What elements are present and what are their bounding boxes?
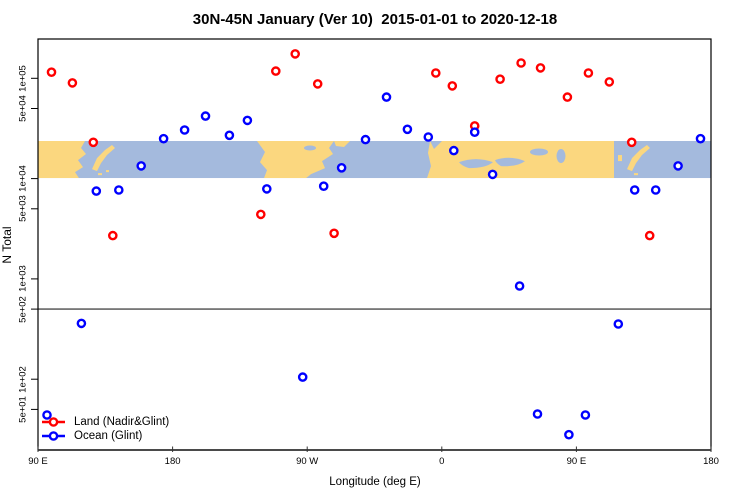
- data-point-ocean: [695, 133, 706, 144]
- world-map-band: [38, 141, 711, 179]
- data-point-ocean: [224, 130, 235, 141]
- data-point-ocean: [532, 409, 543, 419]
- data-point-ocean: [650, 185, 661, 195]
- legend-label-land: Land (Nadir&Glint): [74, 416, 170, 428]
- data-point-land: [626, 137, 637, 148]
- data-point-ocean: [673, 161, 683, 171]
- map-land-newfoundland: [334, 141, 350, 148]
- chart-title: 30N-45N January (Ver 10) 2015-01-01 to 2…: [192, 11, 558, 28]
- data-point-ocean: [136, 161, 146, 171]
- legend-land-marker: [48, 417, 59, 427]
- data-point-ocean: [91, 186, 102, 196]
- y-tick-label: 5e+03: [17, 195, 29, 223]
- map-land-japan-1: [92, 145, 115, 172]
- data-point-land: [583, 68, 594, 78]
- data-point-land: [535, 63, 546, 73]
- map-korea: [618, 155, 622, 162]
- data-point-land: [88, 137, 99, 148]
- x-axis-title: Longitude (deg E): [329, 476, 421, 488]
- data-point-ocean: [261, 184, 272, 194]
- data-point-land: [329, 228, 339, 239]
- data-point-ocean: [179, 125, 190, 135]
- data-point-ocean: [423, 132, 434, 142]
- y-tick-label: 5e+04: [17, 95, 29, 122]
- data-point-land: [270, 66, 281, 76]
- data-point-ocean: [448, 145, 459, 156]
- data-point-ocean: [336, 162, 347, 173]
- map-great-lakes: [304, 145, 316, 151]
- data-point-ocean: [242, 115, 253, 126]
- map-caspian-sea: [556, 149, 566, 164]
- data-point-land: [67, 78, 78, 88]
- x-tick-label: 180: [164, 456, 181, 467]
- data-point-ocean: [42, 410, 52, 420]
- data-point-land: [644, 230, 655, 241]
- map-island: [106, 170, 109, 173]
- data-point-ocean: [200, 111, 211, 121]
- data-point-land: [604, 77, 615, 87]
- data-point-ocean: [580, 410, 591, 420]
- data-point-ocean: [613, 319, 624, 329]
- data-point-land: [46, 67, 57, 77]
- data-point-ocean: [158, 133, 169, 144]
- map-land-japan-2: [627, 145, 650, 172]
- data-point-ocean: [629, 185, 640, 195]
- data-point-ocean: [297, 372, 308, 382]
- data-point-ocean: [318, 181, 329, 191]
- map-land-asia-west: [38, 141, 86, 179]
- y-tick-label: 5e+02: [17, 295, 29, 323]
- data-point-land: [312, 79, 323, 89]
- map-land-northamerica: [257, 141, 334, 179]
- data-point-ocean: [76, 318, 87, 329]
- data-point-ocean: [487, 169, 498, 180]
- map-black-sea: [530, 148, 548, 156]
- map-island: [634, 173, 638, 176]
- map-mediterranean-west: [459, 159, 493, 169]
- x-tick-label: 180: [703, 456, 719, 467]
- data-point-land: [255, 209, 266, 220]
- data-point-ocean: [514, 281, 525, 291]
- data-point-land: [108, 230, 118, 241]
- data-point-ocean: [114, 185, 124, 195]
- map-island: [98, 173, 102, 176]
- x-tick-label: 90 E: [566, 456, 587, 467]
- data-point-ocean: [469, 127, 480, 137]
- data-point-land: [290, 49, 301, 59]
- data-point-land: [430, 68, 441, 78]
- data-point-land: [447, 81, 458, 91]
- data-point-land: [562, 92, 573, 102]
- data-point-ocean: [360, 134, 371, 145]
- y-tick-label: 5e+01: [17, 396, 29, 423]
- data-point-ocean: [402, 124, 413, 135]
- x-tick-label: 90 W: [296, 456, 319, 467]
- legend-label-ocean: Ocean (Glint): [74, 430, 143, 442]
- legend-ocean-marker: [48, 431, 59, 441]
- data-point-land: [495, 74, 505, 84]
- x-tick-label: 0: [439, 456, 445, 467]
- x-tick-label: 90 E: [28, 456, 48, 467]
- data-point-land: [516, 58, 526, 68]
- data-point-ocean: [564, 429, 574, 440]
- plot-border: [37, 38, 712, 451]
- data-point-ocean: [381, 92, 392, 102]
- map-mediterranean-east: [495, 157, 525, 167]
